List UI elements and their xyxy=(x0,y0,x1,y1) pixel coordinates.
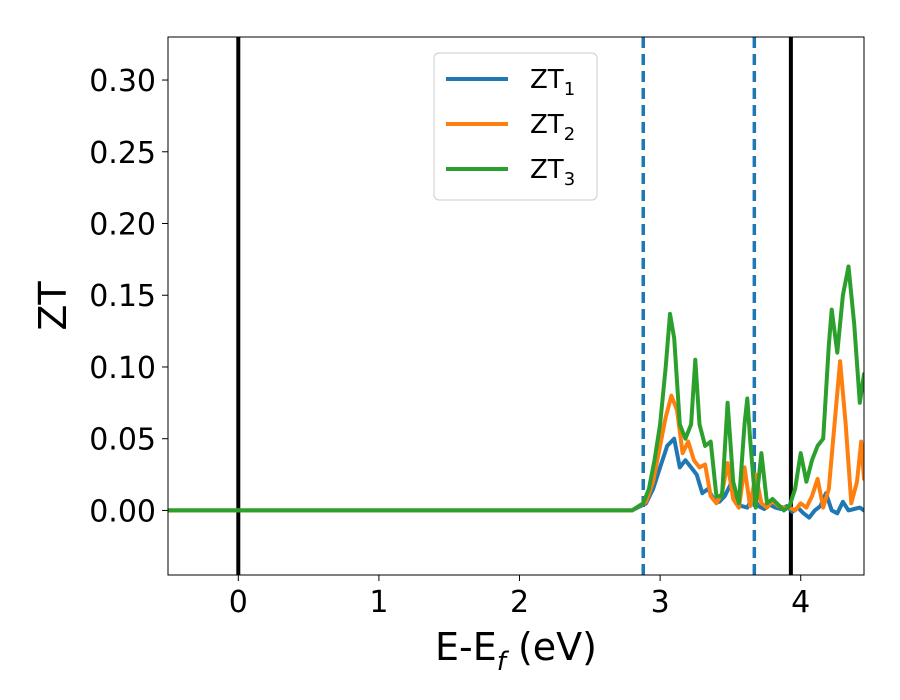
legend-label-2: ZT2 xyxy=(530,110,575,145)
legend-box xyxy=(433,52,598,201)
y-tick-label: 0.00 xyxy=(89,494,156,529)
legend-label-3: ZT3 xyxy=(530,155,575,190)
y-tick-label: 0.25 xyxy=(89,136,156,171)
x-axis-ticks: 0 1 2 3 4 xyxy=(229,575,810,620)
x-tick-label: 0 xyxy=(229,585,248,620)
x-tick-label: 1 xyxy=(369,585,388,620)
plot-area-frame xyxy=(167,36,865,576)
series-lines xyxy=(168,264,864,520)
y-tick-label: 0.05 xyxy=(89,423,156,458)
x-tick-label: 4 xyxy=(791,585,810,620)
y-tick-label: 0.15 xyxy=(89,279,156,314)
y-tick-label: 0.30 xyxy=(89,64,156,99)
y-tick-label: 0.20 xyxy=(89,208,156,243)
legend-label-1: ZT1 xyxy=(530,65,575,100)
x-axis-label: E-Ef (eV) xyxy=(435,625,597,677)
y-axis-ticks: 0.00 0.05 0.10 0.15 0.20 0.25 0.30 xyxy=(89,64,168,529)
y-tick-label: 0.10 xyxy=(89,351,156,386)
legend: ZT1 ZT2 ZT3 xyxy=(433,52,598,201)
x-tick-label: 2 xyxy=(510,585,529,620)
series-line-3 xyxy=(168,264,864,513)
x-tick-label: 3 xyxy=(651,585,670,620)
y-axis-label: ZT xyxy=(31,281,75,331)
